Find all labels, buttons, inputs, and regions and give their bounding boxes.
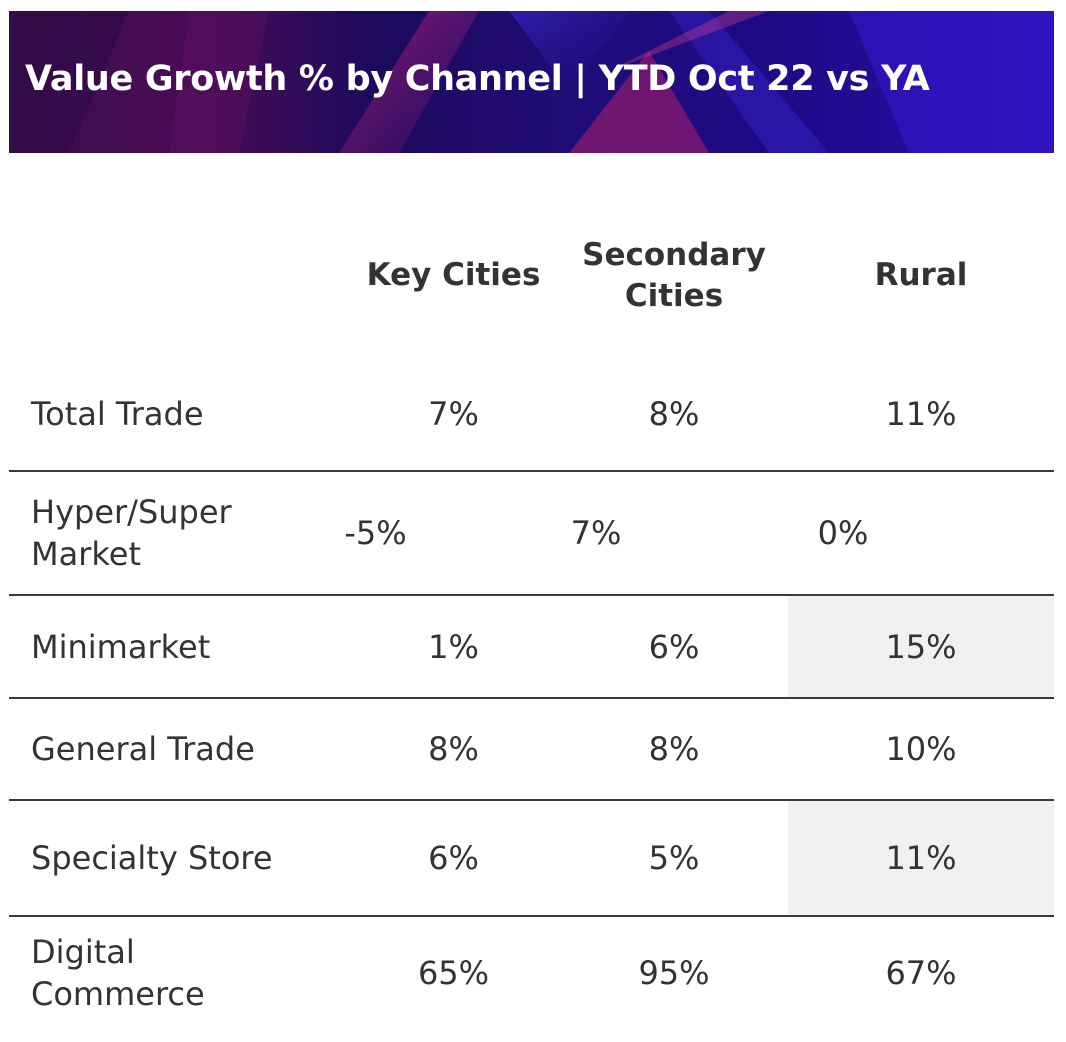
table-row: Total Trade 7% 8% 11%	[9, 357, 1054, 472]
row-label: Total Trade	[31, 394, 204, 433]
table-header-row: Key Cities Secondary Cities Rural	[9, 195, 1054, 357]
value-cell: 67%	[885, 954, 957, 992]
value-cell: 0%	[817, 514, 869, 552]
row-label: Digital Commerce	[31, 933, 205, 1013]
row-label: Minimarket	[31, 627, 211, 666]
value-cell: 6%	[648, 627, 700, 666]
column-header: Secondary Cities	[582, 237, 766, 314]
column-header: Key Cities	[366, 257, 541, 293]
row-label: Hyper/Super Market	[31, 493, 232, 573]
value-cell: 10%	[885, 730, 957, 768]
table-row: General Trade 8% 8% 10%	[9, 699, 1054, 801]
value-cell: 11%	[788, 801, 1054, 915]
value-cell: 65%	[417, 954, 490, 992]
column-header: Rural	[874, 257, 968, 293]
header-corner-cell	[9, 195, 347, 357]
value-cell: 5%	[648, 839, 700, 877]
value-cell: 6%	[428, 839, 479, 877]
value-cell: 15%	[788, 596, 1054, 697]
table-row: Hyper/Super Market -5% 7% 0%	[9, 472, 1054, 596]
value-cell: 8%	[648, 730, 700, 768]
value-cell: 7%	[570, 514, 622, 552]
table-row: Digital Commerce 65% 95% 67%	[9, 917, 1054, 1029]
row-label: General Trade	[31, 730, 255, 768]
value-cell: -5%	[344, 514, 407, 552]
title-banner: Value Growth % by Channel | YTD Oct 22 v…	[9, 11, 1054, 153]
chart-title: Value Growth % by Channel | YTD Oct 22 v…	[25, 59, 930, 99]
banner-background	[9, 11, 1054, 153]
value-cell: 8%	[648, 394, 700, 433]
value-cell: 8%	[428, 730, 479, 768]
value-cell: 7%	[428, 394, 479, 433]
row-label: Specialty Store	[31, 839, 273, 877]
value-cell: 1%	[428, 627, 479, 666]
value-cell: 95%	[638, 954, 710, 992]
data-table: Key Cities Secondary Cities Rural Total Tra…	[9, 195, 1054, 1029]
table-row: Specialty Store 6% 5% 11%	[9, 801, 1054, 917]
value-cell: 11%	[885, 394, 957, 433]
table-row: Minimarket 1% 6% 15%	[9, 596, 1054, 699]
